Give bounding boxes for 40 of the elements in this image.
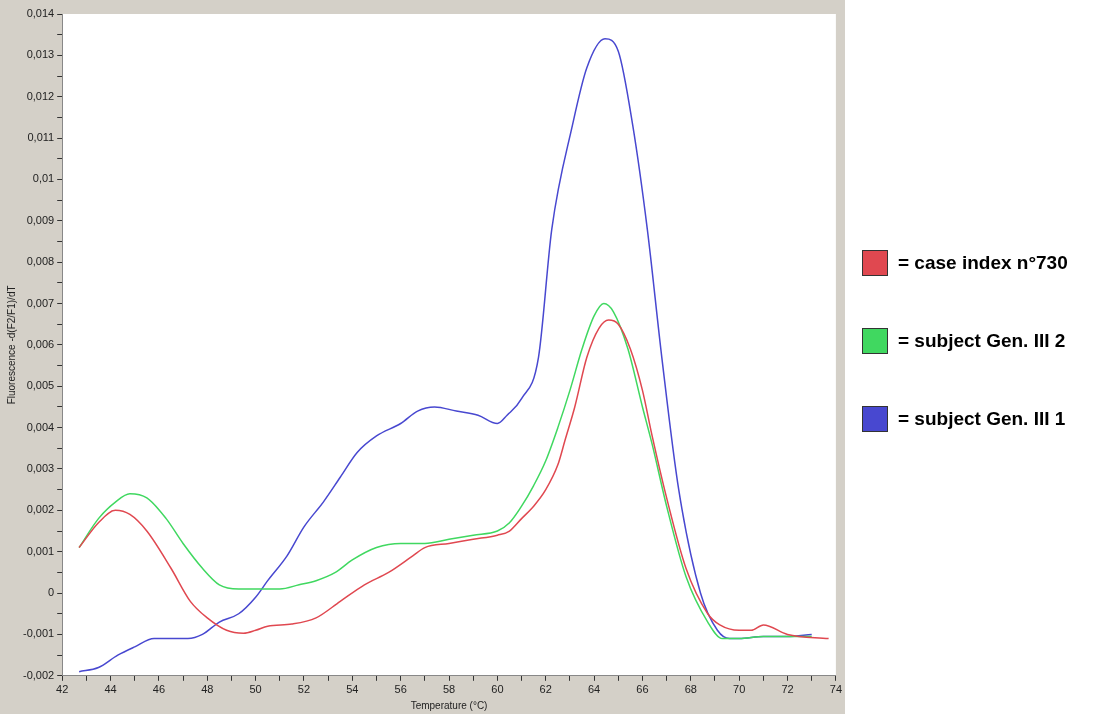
x-tick-label: 70 <box>733 683 746 696</box>
x-tick-label: 52 <box>297 683 311 696</box>
y-axis-title: Fluorescence -d(F2/F1)/dT <box>5 285 17 405</box>
y-tick-label: 0,007 <box>26 296 55 309</box>
y-tick-label: 0,008 <box>26 255 55 268</box>
x-tick-label: 46 <box>152 683 166 696</box>
x-tick-label: 68 <box>684 683 697 696</box>
legend-label: = case index n°730 <box>898 252 1068 274</box>
y-tick-label: 0,002 <box>26 503 55 516</box>
x-tick-label: 42 <box>56 683 69 696</box>
x-axis-title: Temperature (°C) <box>410 699 488 711</box>
y-tick-label: 0,006 <box>26 337 55 350</box>
line-series <box>78 38 813 673</box>
x-tick-label: 74 <box>829 683 843 696</box>
y-tick-label: 0,005 <box>26 379 55 392</box>
y-tick-label: -0,002 <box>22 668 55 681</box>
x-tick-label: 62 <box>539 683 552 696</box>
y-tick-label: 0,001 <box>26 544 55 557</box>
legend-label: = subject Gen. III 2 <box>898 330 1066 352</box>
y-tick-label: 0 <box>48 586 55 599</box>
x-tick-label: 50 <box>249 683 262 696</box>
x-tick-label: 72 <box>781 683 794 696</box>
y-tick-label: 0,012 <box>26 89 55 102</box>
y-tick-label: 0,01 <box>32 172 55 185</box>
x-tick-label: 48 <box>201 683 214 696</box>
x-tick-label: 64 <box>587 683 601 696</box>
x-tick-label: 60 <box>491 683 504 696</box>
x-tick-label: 56 <box>394 683 407 696</box>
y-tick-label: -0,001 <box>22 627 55 640</box>
legend-label: = subject Gen. III 1 <box>898 408 1066 430</box>
y-tick-label: 0,011 <box>27 131 55 144</box>
x-tick-label: 58 <box>442 683 456 696</box>
x-tick-label: 44 <box>104 683 117 696</box>
y-tick-label: 0,004 <box>26 420 55 433</box>
x-tick-label: 66 <box>636 683 649 696</box>
y-tick-label: 0,013 <box>26 48 55 61</box>
y-tick-label: 0,003 <box>26 462 55 475</box>
y-tick-label: 0,014 <box>26 7 55 20</box>
x-tick-label: 54 <box>346 683 359 696</box>
y-tick-label: 0,009 <box>26 213 55 226</box>
